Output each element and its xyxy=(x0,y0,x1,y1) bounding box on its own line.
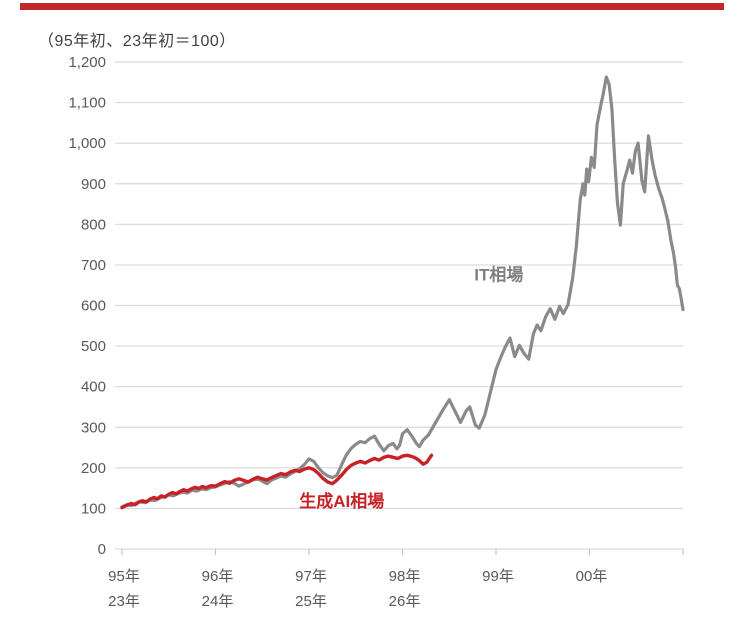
y-tick-label: 200 xyxy=(81,460,106,477)
x-year-label-row2: 25年 xyxy=(295,593,327,610)
y-tick-label: 1,100 xyxy=(68,95,106,112)
y-tick-label: 700 xyxy=(81,257,106,274)
series-line-it xyxy=(120,75,685,509)
series-label-genai: 生成AI相場 xyxy=(299,491,384,511)
y-tick-label: 400 xyxy=(81,379,106,396)
y-tick-label: 1,200 xyxy=(68,54,106,71)
y-tick-label: 900 xyxy=(81,176,106,193)
x-year-label-row1: 96年 xyxy=(202,568,234,585)
y-tick-label: 600 xyxy=(81,298,106,315)
series-line-genai xyxy=(120,453,434,510)
x-year-label-row2: 24年 xyxy=(202,593,234,610)
x-year-label-row1: 99年 xyxy=(482,568,514,585)
y-tick-label: 0 xyxy=(98,541,106,558)
y-tick-label: 1,000 xyxy=(68,135,106,152)
x-year-label-row1: 95年 xyxy=(108,568,140,585)
x-year-label-row1: 97年 xyxy=(295,568,327,585)
y-tick-label: 500 xyxy=(81,338,106,355)
series-label-it: IT相場 xyxy=(474,264,523,284)
x-year-label-row1: 98年 xyxy=(389,568,421,585)
y-tick-label: 100 xyxy=(81,500,106,517)
y-tick-label: 800 xyxy=(81,216,106,233)
header-accent-bar xyxy=(20,3,724,10)
y-tick-label: 300 xyxy=(81,419,106,436)
x-year-label-row2: 26年 xyxy=(389,593,421,610)
chart-subtitle: （95年初、23年初＝100） xyxy=(38,33,236,50)
x-year-label-row1: 00年 xyxy=(576,568,608,585)
x-year-label-row2: 23年 xyxy=(108,593,140,610)
